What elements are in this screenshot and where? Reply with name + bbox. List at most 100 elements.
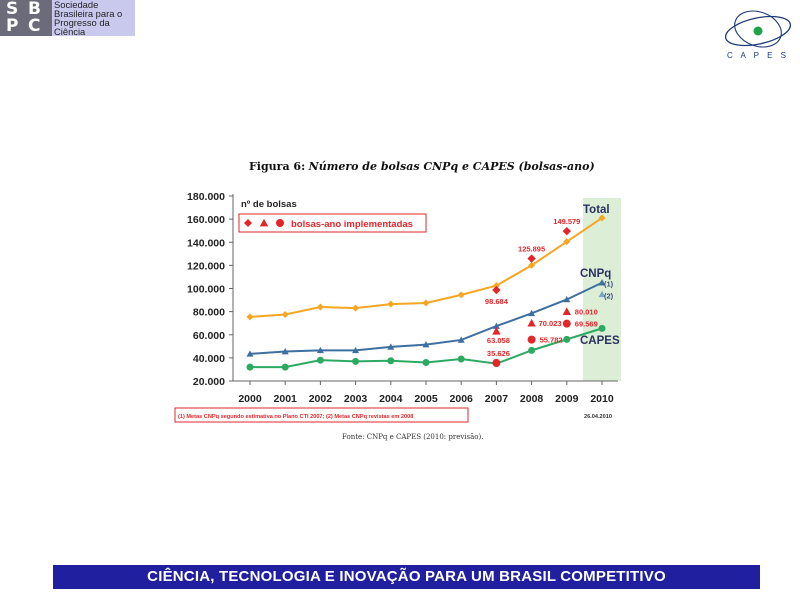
series-point-total [422,299,430,307]
series-point-total [528,261,536,269]
x-tick-label: 2007 [485,393,509,405]
x-tick-label: 2010 [590,393,614,405]
y-tick-label: 40.000 [193,353,225,365]
implemented-data-label: 149.579 [553,217,580,226]
sbpc-letter-c: C [28,16,41,36]
sbpc-name-line: Sociedade [54,0,99,10]
cnpq-target-point [598,279,606,286]
title-banner: CIÊNCIA, TECNOLOGIA E INOVAÇÃO PARA UM B… [53,565,760,589]
sbpc-letter-s: S [6,0,19,19]
series-point-capes [352,357,360,365]
capes-logo: C A P E S [718,2,798,62]
series-point-cnpq [563,295,571,303]
series-point-total [246,313,254,321]
footnote-text: (1) Metas CNPq segundo estimativa no Pla… [178,414,413,420]
implemented-point-circle [492,358,501,367]
figure-title: Número de bolsas CNPq e CAPES (bolsas-an… [308,160,595,173]
series-point-capes [387,357,395,365]
y-tick-label: 120.000 [187,260,225,272]
x-tick-label: 2006 [450,393,474,405]
implemented-data-label: 98.684 [485,297,509,306]
series-point-total [316,303,324,311]
x-tick-label: 2004 [379,393,403,405]
sbpc-letter-b: B [28,0,41,19]
y-tick-label: 60.000 [193,330,225,342]
chart-series-markers [246,214,606,371]
x-tick-label: 2003 [344,393,368,405]
series-point-capes [281,363,289,371]
series-point-capes [246,363,254,371]
sbpc-name: Sociedade Brasileira para o Progresso da… [52,0,135,36]
cnpq-target-label: (2) [604,291,614,300]
implemented-point-triangle [527,318,536,327]
series-point-total [387,300,395,308]
series-label-cnpq: CNPq [580,268,611,280]
x-tick-label: 2008 [520,393,544,405]
chart-implemented-markers: 98.684 125.895 149.579 63.058 70.023 80.010 35… [485,217,598,367]
series-point-total [457,291,465,299]
series-point-total [352,304,360,312]
capes-emblem-icon [724,10,792,48]
series-point-total [492,282,500,290]
implemented-data-label: 69.569 [575,320,598,329]
chart-footnote: (1) Metas CNPq segundo estimativa no Pla… [174,407,612,423]
y-tick-label: 80.000 [193,307,225,319]
series-point-cnpq [246,350,254,357]
x-tick-label: 2000 [238,393,262,405]
implemented-point-triangle [492,327,501,335]
figure-label: Figura 6: [249,160,306,173]
series-point-total [563,238,571,246]
y-tick-label: 180.000 [187,191,225,203]
series-point-cnpq [352,346,360,354]
legend-text: bolsas-ano implementadas [291,219,413,230]
chart-axes: 20.000 40.000 60.000 80.000 100.000 120.000 14… [187,191,618,405]
sbpc-name-line: Ciência [54,26,86,37]
series-point-capes [457,355,465,363]
series-point-total [281,311,289,319]
legend-triangle-icon [259,218,269,227]
legend-circle-icon [276,219,284,227]
series-point-capes [316,356,324,364]
x-tick-label: 2005 [414,393,438,405]
sbpc-logo: S B P C Sociedade Brasileira para o Prog… [0,0,135,36]
series-point-cnpq [528,309,536,317]
sbpc-logo-mark: S B P C [0,0,52,36]
sbpc-name-line: Brasileira para o [54,8,123,19]
series-point-capes [598,324,606,332]
implemented-point-diamond [527,254,536,263]
series-point-cnpq [387,343,395,350]
figure-caption: Figura 6: Número de bolsas CNPq e CAPES … [249,160,595,173]
sbpc-letter-p: P [6,16,19,36]
implemented-data-label: 63.058 [487,336,510,345]
figure-source: Fonte: CNPq e CAPES (2010: previsão). [342,433,484,441]
implemented-point-circle [527,335,536,344]
bolsas-line-chart: 20.000 40.000 60.000 80.000 100.000 120.000 14… [174,191,621,423]
chart-labels: (1) (2) Total CNPq CAPES [580,204,620,347]
legend-diamond-icon [244,219,252,227]
implemented-data-label: 125.895 [518,245,545,254]
y-tick-label: 140.000 [187,237,225,249]
implemented-point-diamond [492,285,501,295]
series-point-cnpq [457,336,465,343]
implemented-data-label: 55.782 [540,336,563,345]
series-label-capes: CAPES [580,335,620,347]
cnpq-target-label: (1) [604,280,614,289]
cnpq-target-point [598,290,606,298]
chart-legend: bolsas-ano implementadas [238,213,427,233]
series-point-capes [422,359,430,366]
legend-box [238,213,427,233]
y-tick-label: 160.000 [187,214,225,226]
series-point-cnpq [316,346,324,354]
implemented-point-diamond [562,226,571,236]
y-tick-label: 20.000 [193,376,225,388]
series-point-capes [528,346,536,354]
y-tick-label: 100.000 [187,284,225,296]
footnote-box [174,407,469,423]
implemented-data-label: 70.023 [539,319,562,328]
implemented-point-circle [562,319,571,328]
x-tick-label: 2009 [555,393,579,405]
series-label-total: Total [583,204,610,216]
sbpc-name-line: Progresso da [54,17,110,28]
series-point-cnpq [281,348,289,355]
y-axis-label: nº de bolsas [241,199,297,210]
